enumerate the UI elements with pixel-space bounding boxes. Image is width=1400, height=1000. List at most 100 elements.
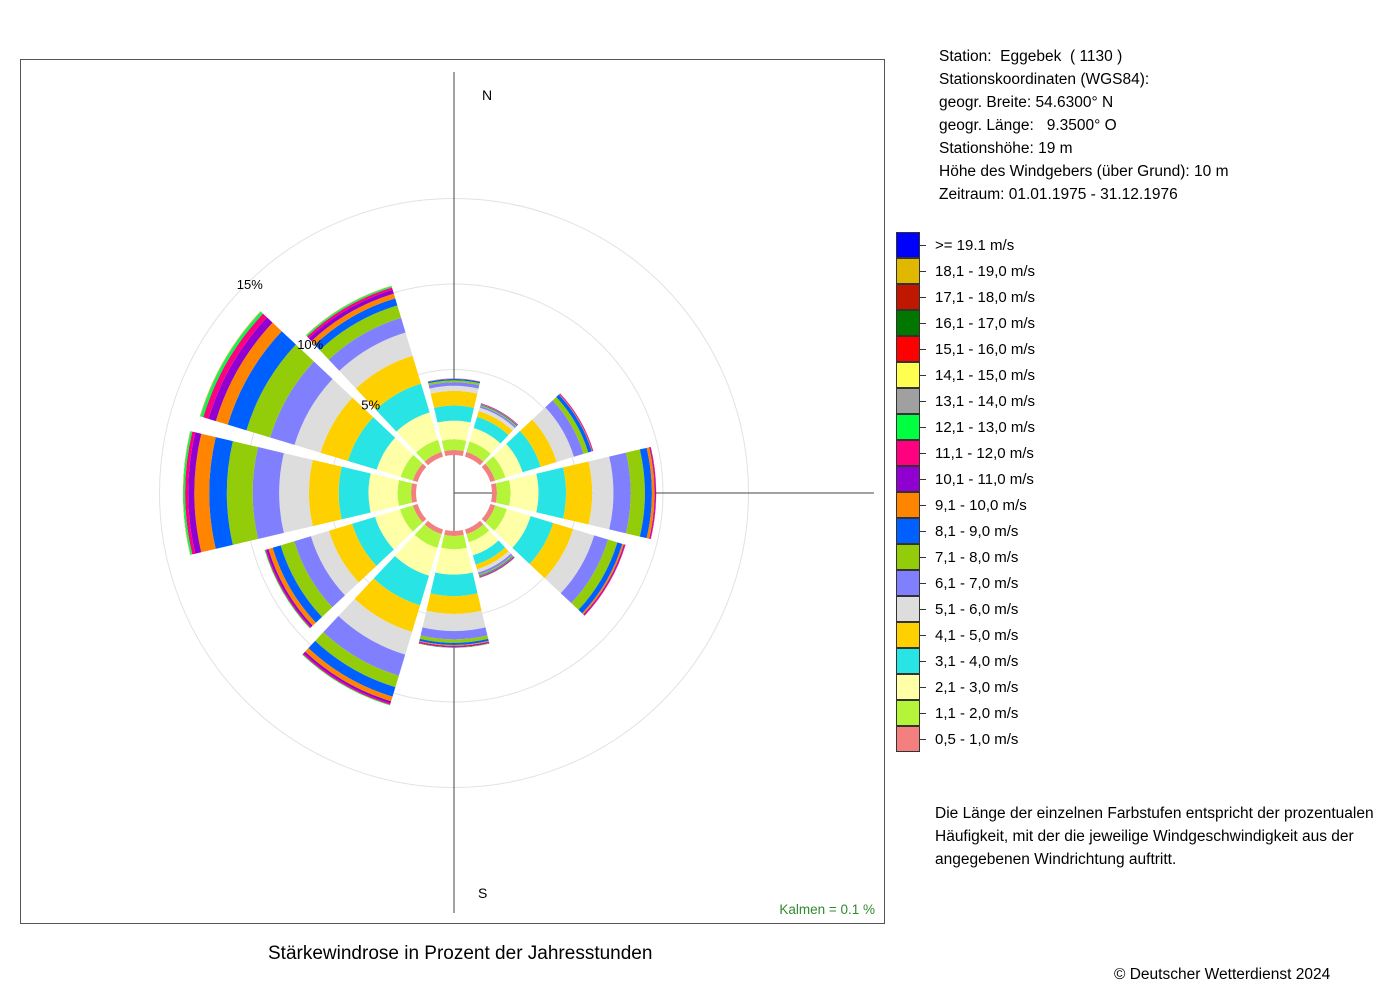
- wind-segment: [430, 572, 478, 597]
- wind-segment: [308, 459, 342, 527]
- calm-percentage: Kalmen = 0.1 %: [779, 902, 875, 917]
- legend-swatch: [896, 336, 920, 362]
- wind-segment: [319, 305, 402, 360]
- wind-segment: [544, 528, 595, 594]
- wind-segment: [464, 451, 484, 466]
- wind-segment: [427, 378, 481, 382]
- wind-segment: [545, 400, 584, 457]
- legend-tick: [920, 505, 926, 506]
- legend-tick: [920, 557, 926, 558]
- wind-segment: [188, 432, 202, 554]
- legend-tick: [920, 531, 926, 532]
- legend-tick: [920, 453, 926, 454]
- legend-tick: [920, 479, 926, 480]
- legend-swatch: [896, 674, 920, 700]
- wind-segment: [493, 443, 523, 478]
- legend-tick: [920, 401, 926, 402]
- legend-label: 13,1 - 14,0 m/s: [935, 393, 1036, 410]
- wind-segment: [481, 463, 496, 483]
- wind-segment: [314, 298, 398, 351]
- station-info: Station: Eggebek ( 1130 ) Stationskoordi…: [939, 45, 1228, 206]
- legend-swatch: [896, 440, 920, 466]
- wind-segment: [429, 385, 479, 394]
- description-line: Häufigkeit, mit der die jeweilige Windge…: [935, 828, 1354, 845]
- legend-swatch: [896, 492, 920, 518]
- legend-tick: [920, 245, 926, 246]
- chart-title: Stärkewindrose in Prozent der Jahresstun…: [268, 943, 653, 964]
- wind-segment: [441, 534, 467, 550]
- description-line: Die Länge der einzelnen Farbstufen entsp…: [935, 805, 1374, 822]
- legend-swatch: [896, 466, 920, 492]
- legend-label: 2,1 - 3,0 m/s: [935, 679, 1019, 696]
- longitude-line: geogr. Länge: 9.3500° O: [939, 117, 1117, 134]
- wind-segment: [203, 313, 267, 419]
- legend-label: 16,1 - 17,0 m/s: [935, 315, 1036, 332]
- legend-swatch: [896, 648, 920, 674]
- wind-segment: [578, 542, 623, 614]
- legend-item: 0,5 - 1,0 m/s: [896, 726, 1096, 752]
- wind-segment: [536, 467, 567, 519]
- legend-swatch: [896, 414, 920, 440]
- legend-swatch: [896, 284, 920, 310]
- wind-segment: [424, 451, 444, 466]
- wind-segment: [469, 427, 501, 454]
- wind-segment: [475, 547, 509, 570]
- wind-segment: [419, 638, 489, 645]
- legend-label: >= 19.1 m/s: [935, 237, 1015, 254]
- wind-segment: [472, 540, 506, 565]
- legend-swatch: [896, 596, 920, 622]
- legend-item: 14,1 - 15,0 m/s: [896, 362, 1096, 388]
- wind-segment: [185, 431, 196, 555]
- radial-tick-label: 10%: [297, 337, 323, 352]
- wind-segment: [412, 463, 427, 483]
- wind-segment: [209, 437, 233, 549]
- wind-segment: [468, 530, 499, 556]
- wind-segment: [305, 648, 393, 702]
- wind-segment: [394, 534, 438, 576]
- legend-item: 4,1 - 5,0 m/s: [896, 622, 1096, 648]
- wind-segment: [529, 522, 574, 579]
- radial-tick-label: 5%: [361, 398, 380, 413]
- wind-segment: [397, 480, 413, 506]
- legend-item: 7,1 - 8,0 m/s: [896, 544, 1096, 570]
- wind-segment: [418, 643, 490, 648]
- wind-segment: [208, 317, 273, 422]
- wind-segment: [411, 483, 418, 503]
- wind-segment: [419, 640, 489, 646]
- legend-label: 4,1 - 5,0 m/s: [935, 627, 1019, 644]
- wind-segment: [194, 433, 216, 553]
- wind-segment: [414, 524, 442, 549]
- wind-segment: [226, 441, 259, 545]
- wind-segment: [444, 529, 464, 536]
- legend-tick: [920, 583, 926, 584]
- wind-segment: [466, 524, 490, 543]
- wind-segment: [182, 431, 191, 555]
- legend-item: >= 19.1 m/s: [896, 232, 1096, 258]
- wind-segment: [426, 593, 482, 614]
- legend-swatch: [896, 700, 920, 726]
- wind-segment: [480, 405, 517, 427]
- wind-segment: [506, 431, 541, 473]
- legend-swatch: [896, 232, 920, 258]
- legend-swatch: [896, 258, 920, 284]
- wind-segment: [418, 642, 490, 648]
- wind-segment: [495, 480, 511, 506]
- wind-segment: [368, 473, 400, 513]
- wind-segment: [571, 539, 618, 610]
- station-line: Station: Eggebek ( 1130 ): [939, 48, 1123, 65]
- wind-segment: [246, 344, 314, 438]
- wind-segment: [355, 355, 421, 410]
- wind-segment: [419, 635, 489, 643]
- wind-segment: [428, 382, 480, 389]
- legend-tick: [920, 635, 926, 636]
- wind-segment: [509, 473, 539, 513]
- description: Die Länge der einzelnen Farbstufen entsp…: [935, 802, 1395, 871]
- legend-tick: [920, 427, 926, 428]
- wind-segment: [424, 520, 444, 535]
- legend-item: 18,1 - 19,0 m/s: [896, 258, 1096, 284]
- legend-item: 9,1 - 10,0 m/s: [896, 492, 1096, 518]
- south-label: S: [478, 885, 487, 901]
- wind-segment: [294, 378, 353, 453]
- wind-segment: [422, 610, 486, 632]
- wind-segment: [481, 503, 496, 523]
